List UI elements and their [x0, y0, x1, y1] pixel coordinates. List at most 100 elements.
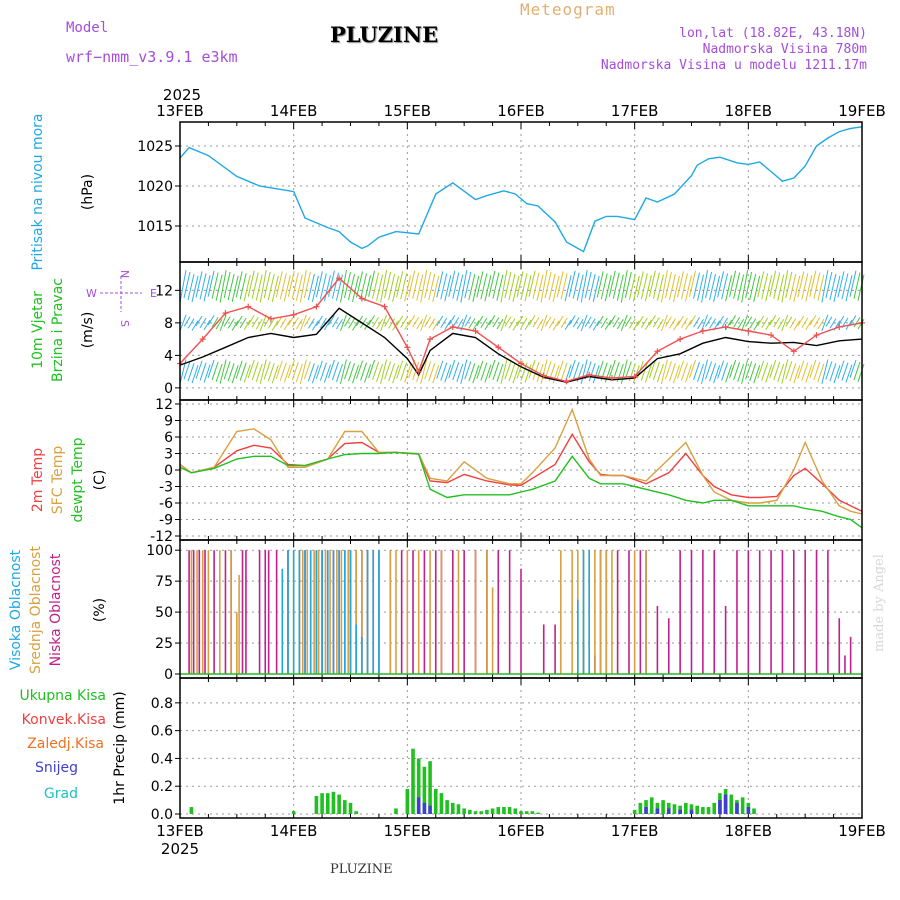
altitude-label: Nadmorska Visina 780m	[702, 42, 867, 57]
wind-barb	[833, 275, 841, 303]
wind-barb	[785, 271, 793, 299]
wind-barb	[644, 275, 652, 302]
wind-barb	[640, 362, 648, 381]
wind-barb	[291, 317, 299, 328]
wind-barb	[283, 319, 291, 330]
wind-barb	[468, 273, 476, 301]
wind-barb	[219, 269, 227, 303]
gust-marker	[540, 372, 547, 379]
wind-barb	[460, 269, 468, 303]
dewpt-axis-title: dewpt Temp	[70, 437, 86, 522]
precip-bar-ukupna	[462, 808, 466, 814]
wind-barb	[797, 360, 805, 379]
wind-barb	[396, 315, 404, 327]
wind-barb	[821, 359, 829, 384]
wind-barb	[396, 271, 404, 298]
wind-barb	[536, 319, 544, 330]
wind-barb	[540, 359, 548, 384]
precip-bar-snijeg	[422, 802, 427, 814]
wind-barb	[801, 273, 809, 300]
wind-barb	[436, 360, 444, 379]
y-tick-label: 0	[164, 463, 173, 479]
wind-barb	[251, 317, 259, 328]
wind-barb	[576, 274, 584, 301]
wind-barb	[705, 316, 712, 327]
wind-barb	[781, 359, 789, 384]
wind-barb	[693, 272, 700, 299]
wind-barb	[380, 314, 388, 332]
wind-barb	[833, 365, 841, 384]
wind-barb	[339, 359, 347, 384]
wind-barb	[432, 365, 440, 384]
gust-marker	[608, 375, 615, 382]
precip-bar-ukupna	[473, 811, 478, 814]
wind-barb	[789, 318, 797, 329]
precip-bar-snijeg	[416, 797, 421, 814]
wind-barb	[444, 319, 452, 330]
series-line-sfc-temp	[179, 407, 863, 515]
wind-barb	[267, 273, 275, 301]
wind-barb	[821, 314, 829, 332]
wind-barb	[576, 319, 584, 330]
wind-barb	[195, 315, 203, 327]
gust-marker	[722, 323, 729, 330]
gust-marker	[790, 348, 797, 355]
wind-barb	[472, 365, 480, 384]
gust-marker	[495, 344, 502, 351]
wind-barb	[408, 359, 416, 379]
precip-legend-4: Grad	[44, 786, 78, 802]
x-tick-label-top: 14FEB	[270, 102, 317, 120]
gust-marker	[449, 323, 456, 330]
x-tick-label-bottom: 14FEB	[270, 822, 317, 840]
wind-barb	[705, 271, 713, 299]
wind-barb	[207, 359, 215, 379]
wind-barb	[681, 317, 688, 329]
precip-legend-1: Konvek.Kisa	[22, 712, 106, 728]
wind-barb	[656, 319, 664, 330]
wind-barb	[689, 359, 696, 379]
temp-axis-unit: (C)	[92, 470, 108, 491]
wind-barb	[476, 271, 484, 298]
gust-marker	[222, 310, 229, 317]
wind-barb	[183, 271, 191, 299]
wind-barb	[769, 315, 777, 326]
footer-station: PLUZINE	[330, 862, 393, 877]
wind-barb	[295, 274, 303, 301]
wind-barb	[500, 314, 508, 332]
compass-east-label: E	[150, 287, 157, 300]
precip-bar-ukupna	[189, 807, 194, 814]
wind-barb	[600, 362, 608, 381]
wind-barb	[476, 315, 484, 327]
wind-barb	[556, 360, 564, 379]
wind-barb	[540, 314, 548, 332]
wind-barb	[777, 319, 785, 330]
wind-barb	[717, 271, 725, 298]
wind-barb	[745, 271, 753, 299]
precip-bar-ukupna	[291, 811, 296, 814]
wind-barb	[239, 317, 247, 329]
wind-barb	[412, 317, 420, 328]
wind-barb	[496, 363, 504, 383]
wind-barb	[404, 275, 412, 302]
wind-barb	[456, 274, 464, 301]
wind-barb	[372, 317, 379, 328]
wind-barb	[648, 359, 656, 379]
wind-barb	[773, 272, 781, 299]
wind-barb	[255, 319, 263, 330]
wind-barb	[584, 271, 592, 299]
wind-barb	[432, 275, 440, 303]
wind-barb	[680, 273, 688, 300]
wind-barb	[544, 271, 552, 299]
wind-barb	[400, 273, 408, 300]
wind-barb	[516, 271, 524, 298]
wind-barb	[725, 275, 733, 302]
y-tick-label: 50	[155, 605, 173, 621]
wind-barb	[348, 363, 355, 382]
wind-barb	[335, 363, 343, 383]
wind-barb	[620, 359, 628, 384]
wind-barb	[424, 316, 432, 327]
wind-barb	[283, 275, 291, 302]
wind-barb	[476, 360, 484, 379]
gust-marker	[245, 303, 252, 310]
